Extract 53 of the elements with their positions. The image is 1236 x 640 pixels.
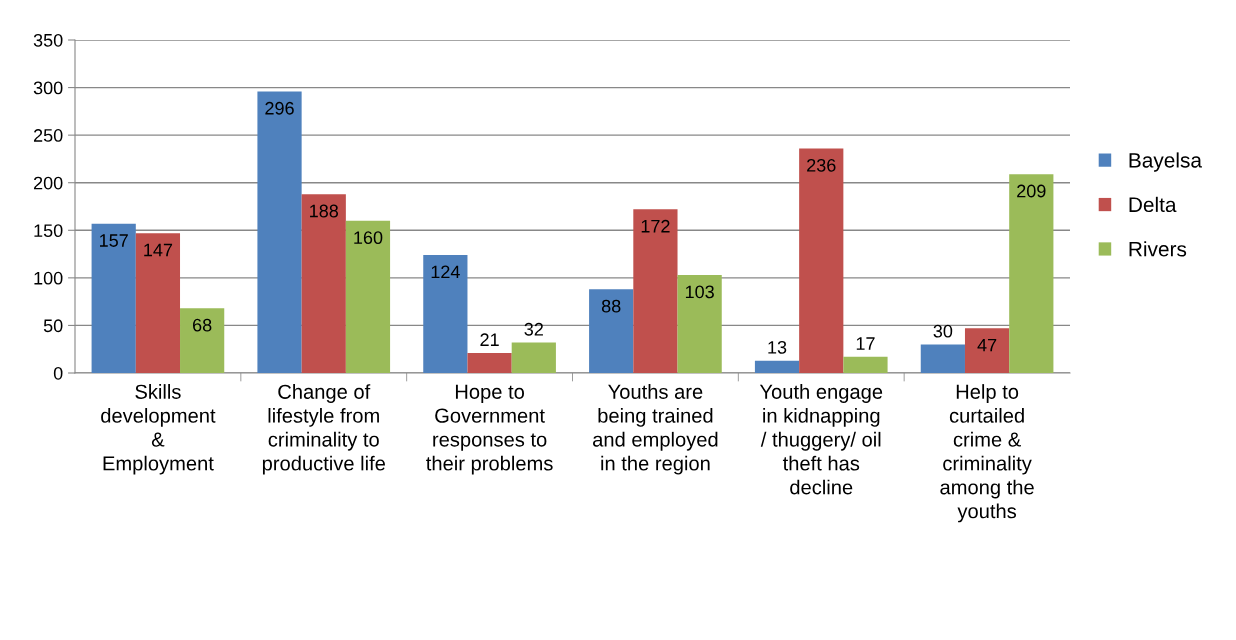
y-tick-label: 50 bbox=[43, 319, 63, 333]
bar bbox=[91, 223, 136, 373]
data-label: 30 bbox=[933, 324, 953, 338]
data-label: 188 bbox=[310, 204, 339, 218]
data-label: 88 bbox=[601, 299, 621, 313]
bar bbox=[1009, 174, 1054, 373]
bar bbox=[589, 289, 634, 373]
data-label: 209 bbox=[1017, 184, 1046, 198]
x-tick-label: Change of lifestyle from criminality to productive life bbox=[262, 384, 385, 475]
data-label: 13 bbox=[768, 340, 787, 354]
data-label: 296 bbox=[265, 101, 294, 115]
bar bbox=[633, 209, 678, 373]
y-tick-label: 300 bbox=[33, 81, 63, 95]
y-tick-label: 100 bbox=[34, 271, 63, 285]
data-label: 47 bbox=[977, 338, 997, 352]
legend-label: Delta bbox=[1129, 196, 1177, 213]
data-label: 236 bbox=[807, 158, 836, 172]
data-label: 147 bbox=[144, 243, 173, 257]
y-tick-label: 150 bbox=[34, 224, 63, 238]
bar bbox=[964, 328, 1010, 373]
data-label: 160 bbox=[354, 231, 383, 245]
bar bbox=[135, 233, 181, 373]
bar bbox=[257, 91, 302, 373]
data-label: 17 bbox=[856, 337, 875, 350]
bar bbox=[467, 353, 512, 373]
data-label: 68 bbox=[193, 318, 212, 332]
bar bbox=[423, 255, 468, 373]
legend-label: Rivers bbox=[1129, 241, 1187, 257]
x-tick-label: Hope to Government responses to their problems bbox=[426, 384, 553, 475]
bar bbox=[511, 342, 556, 373]
bar bbox=[301, 194, 346, 373]
bar bbox=[920, 344, 965, 373]
bar bbox=[754, 360, 800, 373]
x-tick-label: Youth engage in kidnapping / thuggery/ oil theft has decline bbox=[759, 384, 883, 495]
data-label: 172 bbox=[641, 219, 670, 233]
data-label: 103 bbox=[685, 285, 714, 299]
data-label: 124 bbox=[431, 265, 460, 279]
bar bbox=[843, 356, 888, 373]
bar bbox=[677, 275, 722, 373]
bar bbox=[799, 148, 844, 373]
y-tick-label: 0 bbox=[53, 366, 63, 380]
x-tick-label: Skills development & Employment bbox=[101, 384, 216, 475]
data-label: 32 bbox=[524, 322, 543, 336]
y-tick-label: 200 bbox=[33, 176, 63, 190]
x-tick-label: Youths are being trained and employed in the region bbox=[593, 384, 718, 475]
y-tick-label: 350 bbox=[33, 33, 63, 47]
x-tick-label: Help to curtailed crime & criminality among the youths bbox=[940, 384, 1034, 523]
legend-label: Bayelsa bbox=[1129, 152, 1202, 172]
bar bbox=[345, 220, 391, 373]
y-tick-label: 250 bbox=[33, 129, 63, 142]
bar bbox=[180, 308, 225, 373]
data-label: 21 bbox=[480, 333, 499, 346]
data-label: 157 bbox=[100, 234, 128, 247]
